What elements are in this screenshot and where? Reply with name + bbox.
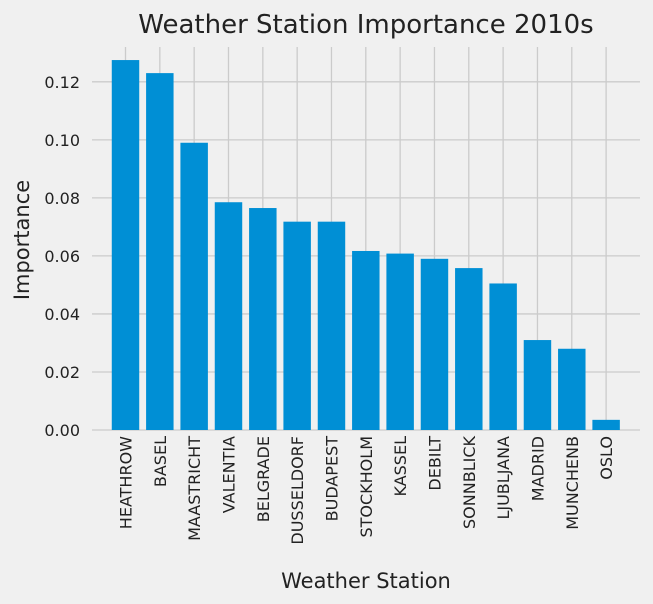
x-tick-label: MUNCHENB [563,436,582,530]
x-tick-label: OSLO [597,436,616,480]
x-tick-label: KASSEL [391,436,410,497]
y-tick-label: 0.10 [44,131,80,150]
bar-budapest [317,221,346,430]
bar-madrid [523,340,552,430]
bar-oslo [592,419,620,430]
x-tick-label: MAASTRICHT [185,436,204,541]
y-tick-label: 0.00 [44,421,80,440]
x-tick-label: HEATHROW [117,436,136,529]
y-tick-label: 0.04 [44,305,80,324]
x-tick-label: SONNBLICK [460,436,479,529]
y-axis-label: Importance [10,180,34,300]
bar-stockholm [352,250,380,430]
y-tick-label: 0.08 [44,189,80,208]
x-tick-label: DUSSELDORF [288,436,307,545]
bar-belgrade [249,208,277,430]
x-tick-label: BASEL [151,436,170,487]
chart-title: Weather Station Importance 2010s [138,10,593,40]
bar-kassel [386,253,414,430]
bar-maastricht [180,142,208,430]
x-tick-label: STOCKHOLM [357,436,376,538]
x-tick-label: DEBILT [425,436,444,491]
bar-valentia [214,202,243,430]
y-tick-label: 0.12 [44,73,80,92]
x-tick-label: BELGRADE [254,436,273,522]
bar-basel [146,73,174,430]
bar-munchenb [558,348,586,430]
bar-dusseldorf [283,221,311,430]
x-tick-label: BUDAPEST [322,436,341,522]
bar-heathrow [111,60,140,430]
y-tick-label: 0.06 [44,247,80,266]
x-tick-label: MADRID [528,436,547,501]
bars [111,60,620,430]
x-tick-label: LJUBLJANA [494,436,513,520]
x-tick-labels: HEATHROW BASEL MAASTRICHT VALENTIA BELGRADE D… [117,436,617,545]
x-tick-label: VALENTIA [219,436,238,513]
bar-debilt [420,258,449,430]
x-axis-label: Weather Station [281,569,451,593]
y-tick-labels: 0.00 0.02 0.04 0.06 0.08 0.10 0.12 [44,73,80,440]
y-tick-label: 0.02 [44,363,80,382]
bar-sonnblick [455,268,483,430]
bar-ljubljana [489,283,517,430]
